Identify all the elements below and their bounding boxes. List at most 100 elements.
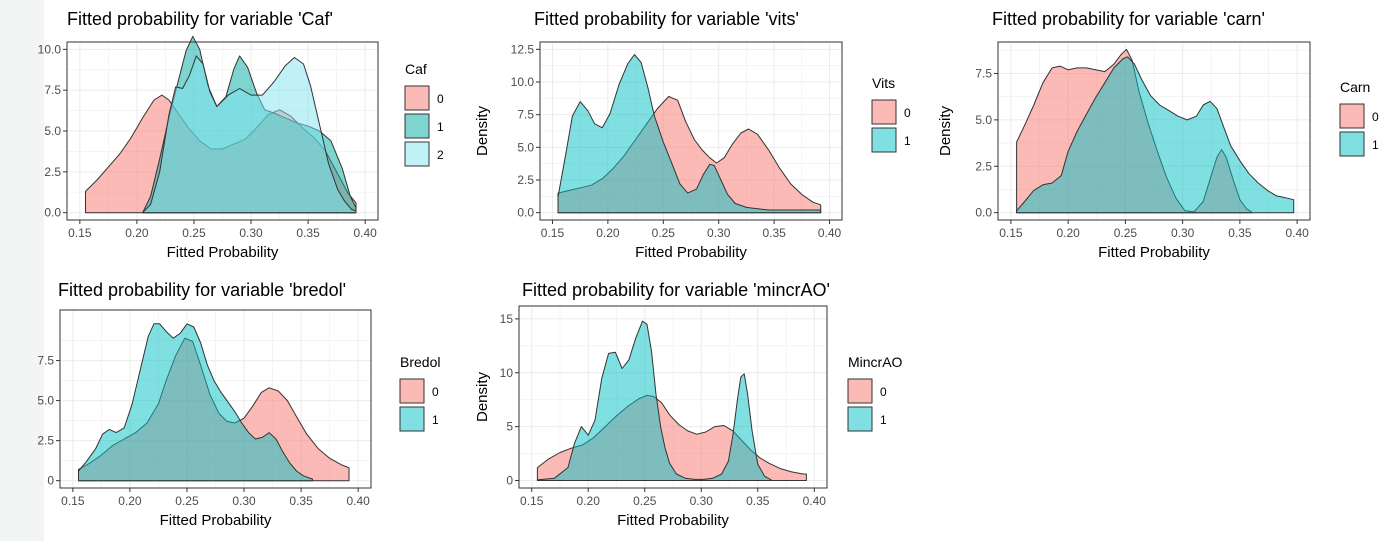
density-area-1 <box>536 320 772 481</box>
x-tick-label: 0.15 <box>61 494 85 508</box>
chart-title: Fitted probability for variable 'mincrAO… <box>522 280 830 300</box>
chart-panel-2: 0.15 0.20 0.25 0.30 0.35 0.40 0.0 2.5 5.0 7.5 10.0… <box>474 9 911 261</box>
x-tick-label: 0.15 <box>999 226 1023 240</box>
density-area-1 <box>78 323 313 482</box>
y-tick-label: 7.5 <box>975 66 992 80</box>
chart-title: Fitted probability for variable 'vits' <box>534 9 799 29</box>
x-axis-title: Fitted Probability <box>160 512 272 529</box>
x-tick-label: 0.20 <box>577 494 601 508</box>
panel-border <box>518 305 828 489</box>
y-tick-label: 10 <box>500 366 514 380</box>
panel-border <box>997 41 1311 221</box>
y-tick-label: 0.0 <box>517 206 534 220</box>
y-tick-label: 15 <box>500 312 514 326</box>
legend-label: 1 <box>432 413 439 427</box>
legend-key-0 <box>404 85 430 111</box>
y-tick-label: 10.0 <box>511 75 535 89</box>
x-tick-label: 0.40 <box>818 226 842 240</box>
y-tick-label: 10.0 <box>38 42 62 56</box>
y-axis-title: Density <box>474 105 491 156</box>
x-tick-label: 0.30 <box>1171 226 1195 240</box>
legend: MincrAO 0 1 <box>847 354 903 432</box>
x-tick-label: 0.30 <box>690 494 714 508</box>
legend-key-1 <box>399 406 425 432</box>
x-tick-label: 0.30 <box>707 226 731 240</box>
x-tick-label: 0.25 <box>652 226 676 240</box>
y-tick-label: 0.0 <box>44 206 61 220</box>
legend: Caf 0 1 2 <box>404 61 444 167</box>
chart-panel-1: 0.15 0.20 0.25 0.30 0.35 0.40 0.0 2.5 5.0 7.5 10.0… <box>38 9 444 261</box>
y-axis-title: Density <box>474 371 491 422</box>
legend-label: 1 <box>1372 138 1379 152</box>
x-tick-label: 0.25 <box>633 494 657 508</box>
legend-title: Caf <box>405 61 427 77</box>
legend-label: 2 <box>437 148 444 162</box>
y-tick-label: 7.5 <box>37 354 54 368</box>
density-area-2 <box>142 55 357 214</box>
legend-title: Vits <box>872 75 895 91</box>
y-tick-label: 2.5 <box>37 434 54 448</box>
x-tick-label: 0.25 <box>182 226 206 240</box>
y-tick-label: 7.5 <box>44 83 61 97</box>
x-axis-title: Fitted Probability <box>635 244 747 261</box>
chart-title: Fitted probability for variable 'bredol' <box>58 280 346 300</box>
y-tick-label: 12.5 <box>511 42 535 56</box>
legend-key-1 <box>847 406 873 432</box>
x-tick-label: 0.20 <box>118 494 142 508</box>
legend-key-0 <box>399 378 425 404</box>
chart-title: Fitted probability for variable 'Caf' <box>67 9 333 29</box>
x-tick-label: 0.20 <box>125 226 149 240</box>
x-tick-label: 0.15 <box>541 226 565 240</box>
legend: Bredol 0 1 <box>399 354 440 432</box>
chart-panel-4: 0.15 0.20 0.25 0.30 0.35 0.40 0 2.5 5.0 7.5 Fitted… <box>37 280 440 529</box>
x-tick-label: 0.20 <box>596 226 620 240</box>
y-tick-label: 0.0 <box>975 206 992 220</box>
legend: Carn 0 1 <box>1339 79 1379 157</box>
legend-label: 1 <box>904 134 911 148</box>
legend-key-2 <box>404 141 430 167</box>
left-edge-strip <box>0 0 44 541</box>
x-axis-title: Fitted Probability <box>1098 244 1210 261</box>
legend-label: 1 <box>437 120 444 134</box>
x-axis-title: Fitted Probability <box>167 244 279 261</box>
y-tick-label: 2.5 <box>975 159 992 173</box>
x-tick-label: 0.30 <box>232 494 256 508</box>
x-axis-title: Fitted Probability <box>617 512 729 529</box>
y-tick-label: 5.0 <box>517 140 534 154</box>
x-tick-label: 0.25 <box>175 494 199 508</box>
legend-key-0 <box>1339 103 1365 129</box>
legend-key-0 <box>871 99 897 125</box>
legend-label: 1 <box>880 413 887 427</box>
legend-label: 0 <box>437 92 444 106</box>
y-tick-label: 0 <box>506 473 513 487</box>
x-tick-label: 0.15 <box>520 494 544 508</box>
density-area-1 <box>557 54 822 214</box>
y-tick-label: 2.5 <box>517 173 534 187</box>
x-tick-label: 0.35 <box>296 226 320 240</box>
panel-border <box>539 41 843 221</box>
legend-title: Bredol <box>400 354 440 370</box>
x-tick-label: 0.30 <box>239 226 263 240</box>
x-tick-label: 0.35 <box>762 226 786 240</box>
x-tick-label: 0.35 <box>1228 226 1252 240</box>
y-tick-label: 7.5 <box>517 108 534 122</box>
x-tick-label: 0.35 <box>289 494 313 508</box>
x-tick-label: 0.15 <box>68 226 92 240</box>
legend-key-1 <box>871 127 897 153</box>
x-tick-label: 0.40 <box>353 226 377 240</box>
chart-panel-3: 0.15 0.20 0.25 0.30 0.35 0.40 0.0 2.5 5.0 7.5 Fitt… <box>937 9 1379 261</box>
legend-label: 0 <box>880 385 887 399</box>
y-tick-label: 5 <box>506 420 513 434</box>
y-tick-label: 5.0 <box>37 394 54 408</box>
x-tick-label: 0.25 <box>1114 226 1138 240</box>
legend-title: MincrAO <box>848 354 903 370</box>
density-area-1 <box>1016 56 1295 214</box>
x-tick-label: 0.40 <box>803 494 827 508</box>
legend-label: 0 <box>432 385 439 399</box>
legend-title: Carn <box>1340 79 1370 95</box>
chart-title: Fitted probability for variable 'carn' <box>992 9 1265 29</box>
legend-key-0 <box>847 378 873 404</box>
legend-label: 0 <box>904 106 911 120</box>
